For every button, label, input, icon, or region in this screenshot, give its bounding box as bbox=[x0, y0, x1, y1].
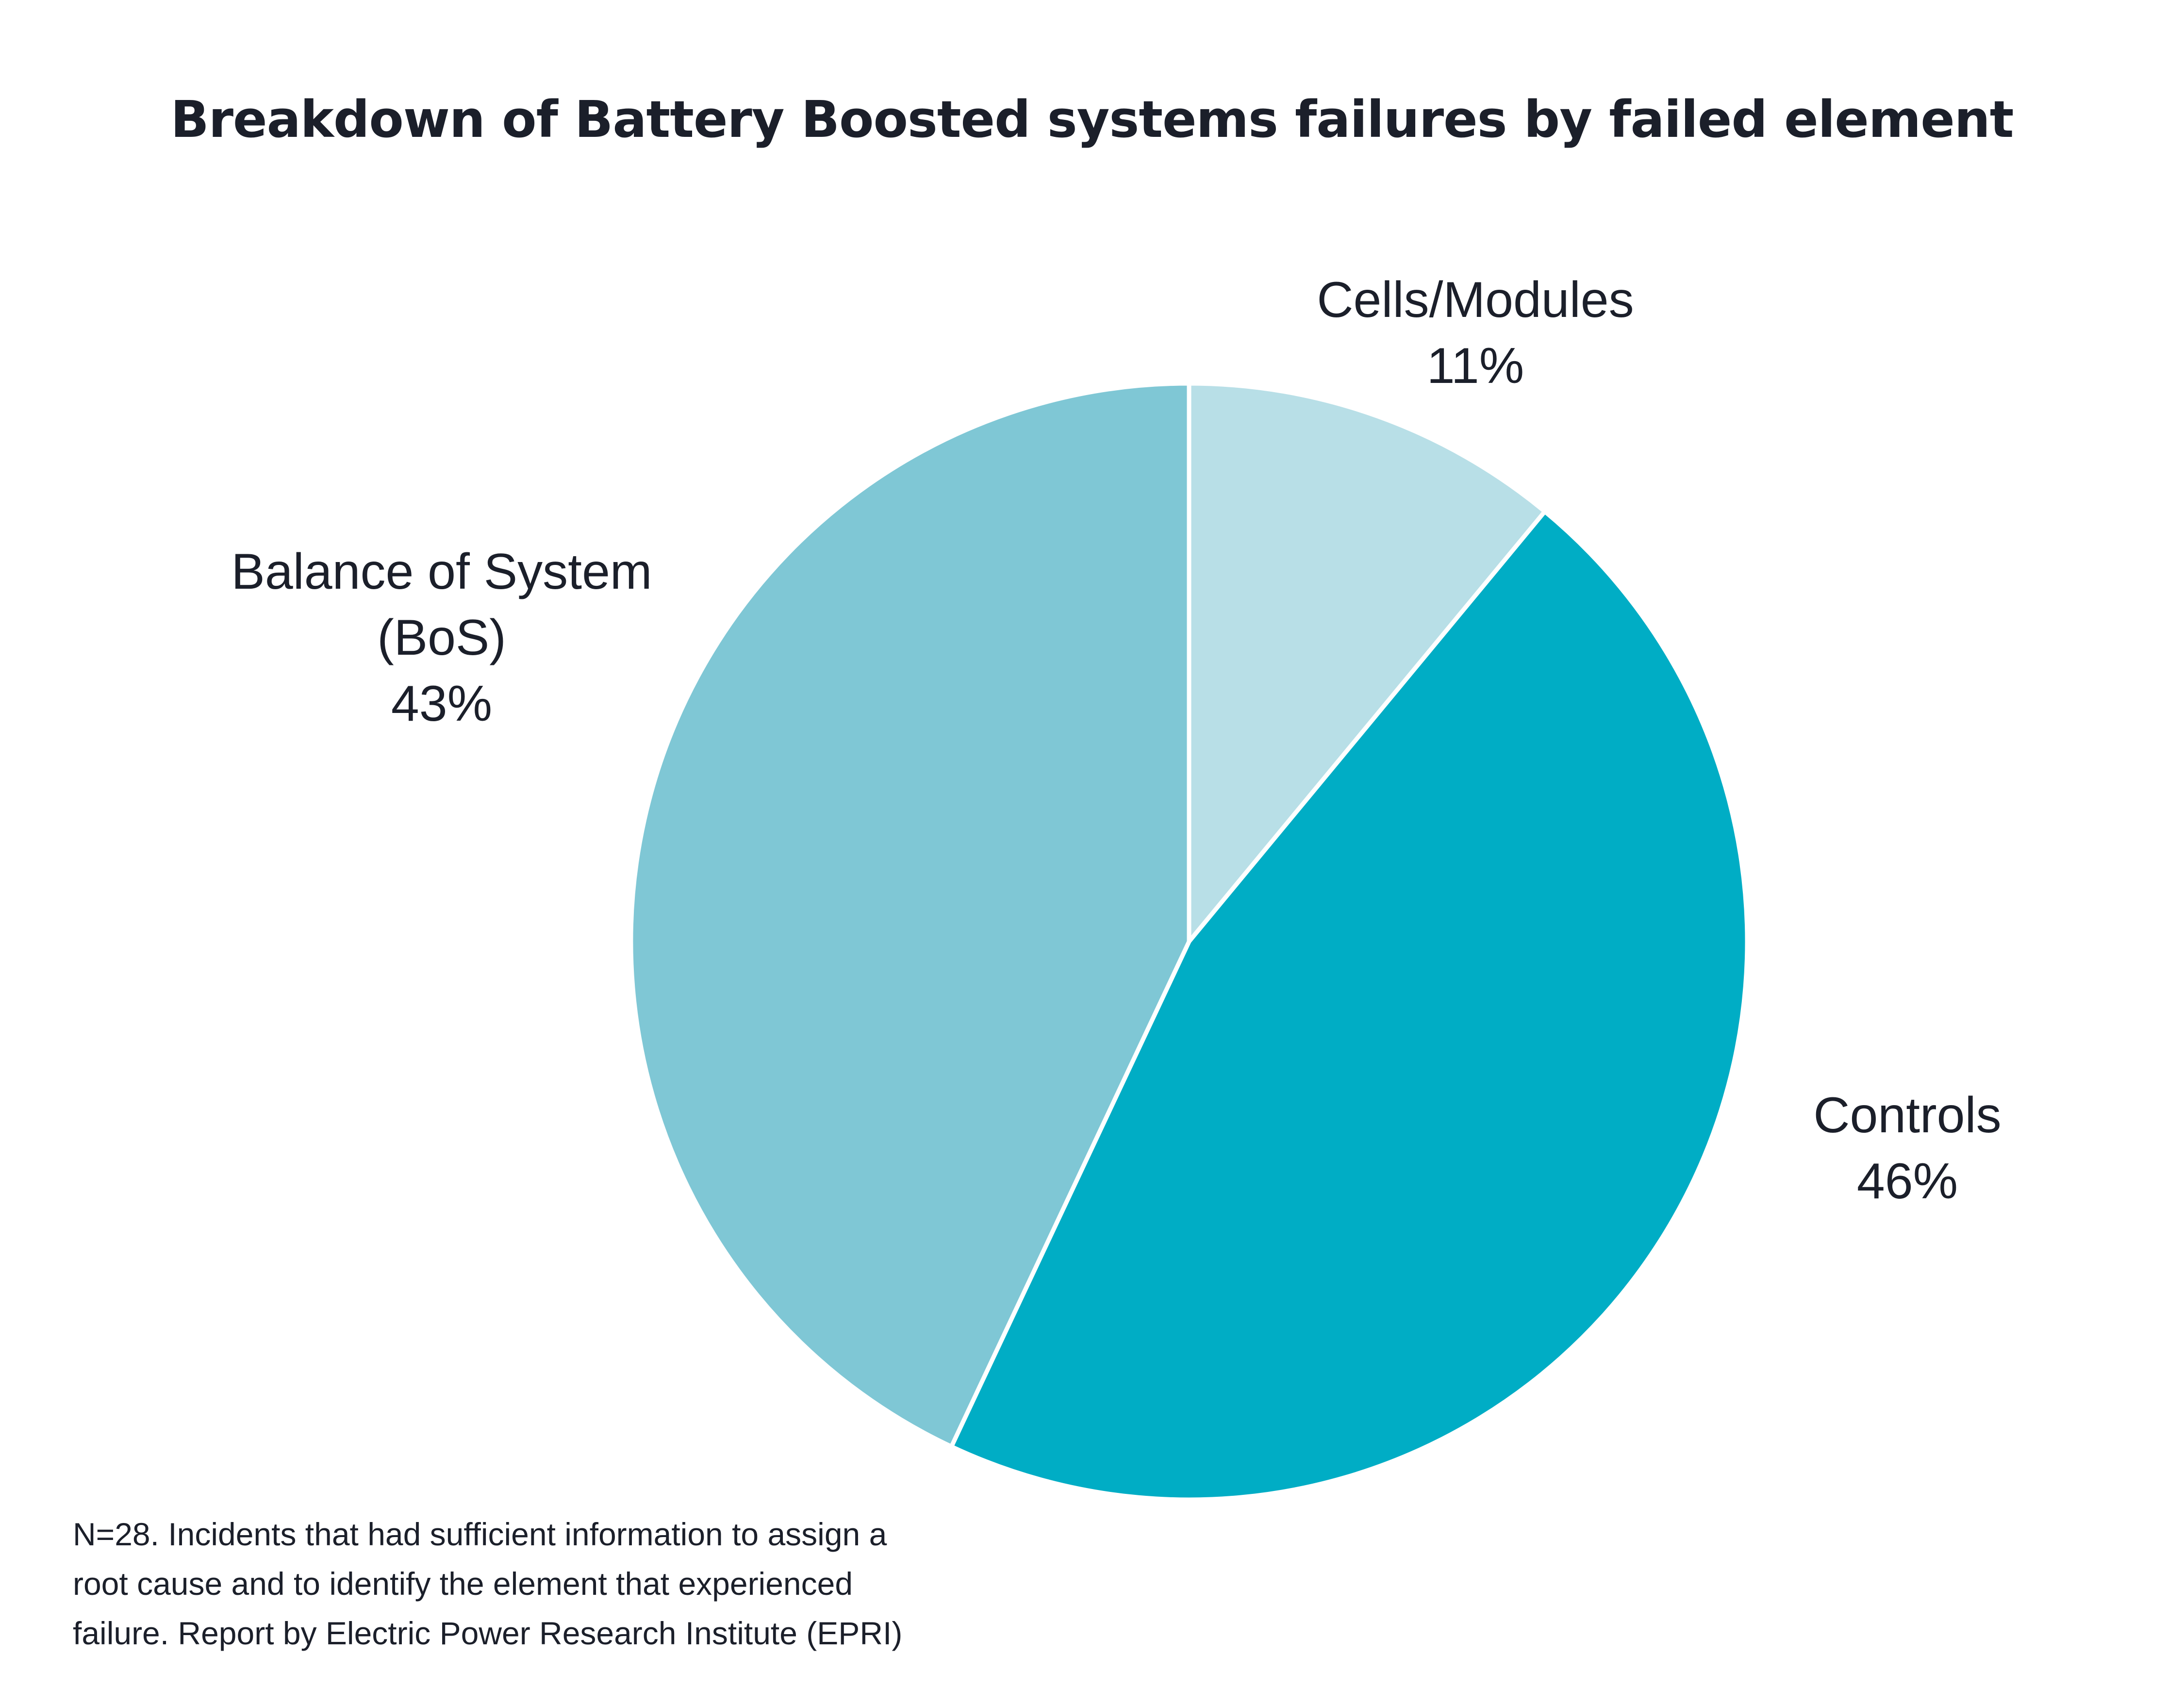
slice-label-controls: Controls 46% bbox=[1674, 1082, 2140, 1214]
slice-value-controls: 46% bbox=[1856, 1153, 1958, 1209]
slice-name-balance-of-system-line2: (BoS) bbox=[377, 610, 506, 666]
slice-name-balance-of-system-line1: Balance of System bbox=[231, 544, 652, 600]
pie-slices bbox=[629, 381, 1750, 1502]
pie-slice-controls bbox=[949, 509, 1750, 1502]
slice-name-controls: Controls bbox=[1813, 1087, 2002, 1143]
pie-slice-balance-of-system-bos bbox=[629, 381, 1191, 1449]
slice-label-balance-of-system: Balance of System (BoS) 43% bbox=[175, 539, 709, 737]
footnote-line-2: root cause and to identify the element t… bbox=[73, 1566, 853, 1602]
slice-value-cells-modules: 11% bbox=[1426, 338, 1524, 394]
footnote-line-3: failure. Report by Electric Power Resear… bbox=[73, 1615, 903, 1651]
pie-slice-cells-modules bbox=[1187, 381, 1547, 944]
slice-name-cells-modules: Cells/Modules bbox=[1317, 272, 1634, 328]
chart-title: Breakdown of Battery Boosted systems fai… bbox=[170, 90, 2014, 149]
slice-value-balance-of-system: 43% bbox=[391, 676, 493, 732]
slice-label-cells-modules: Cells/Modules 11% bbox=[1242, 267, 1708, 399]
footnote: N=28. Incidents that had sufficient info… bbox=[73, 1509, 1043, 1658]
footnote-line-1: N=28. Incidents that had sufficient info… bbox=[73, 1516, 887, 1552]
